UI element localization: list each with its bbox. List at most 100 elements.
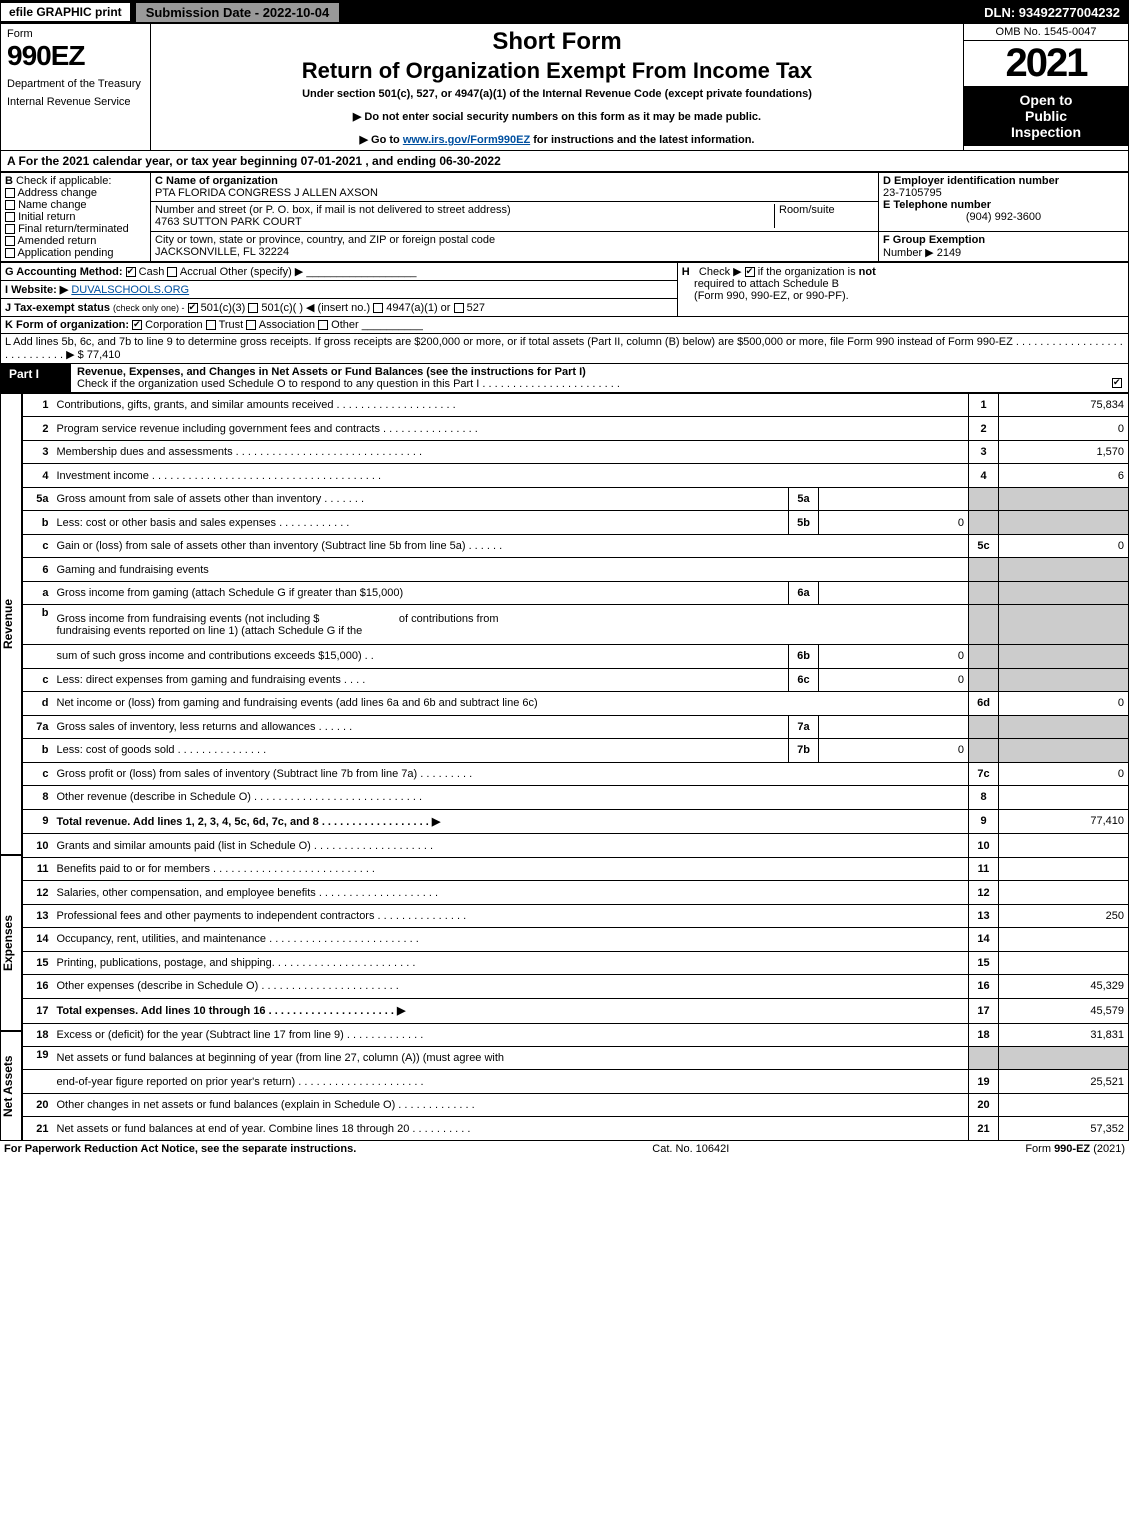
expenses-side: Expenses <box>0 855 22 1031</box>
k-assoc: Association <box>259 319 315 331</box>
open-line2: Public <box>968 108 1124 124</box>
l2-t: Program service revenue including govern… <box>53 417 969 440</box>
form-subtitle: Under section 501(c), 527, or 4947(a)(1)… <box>159 88 955 100</box>
l17-t: Total expenses. Add lines 10 through 16 … <box>53 998 969 1023</box>
l5b-t: Less: cost or other basis and sales expe… <box>53 511 789 534</box>
checkbox-amended[interactable] <box>5 236 15 246</box>
checkbox-501c3[interactable] <box>188 303 198 313</box>
efile-label[interactable]: efile GRAPHIC print <box>1 3 130 21</box>
checkbox-cash[interactable] <box>126 267 136 277</box>
l6b-rn-gray <box>969 605 999 645</box>
checkbox-other[interactable] <box>318 320 328 330</box>
header-right: OMB No. 1545-0047 2021 Open to Public In… <box>963 24 1128 150</box>
l4-v: 6 <box>999 464 1129 487</box>
l7b-n: b <box>23 739 53 762</box>
l6b-t3: fundraising events reported on line 1) (… <box>57 625 363 637</box>
footer-mid: Cat. No. 10642I <box>652 1143 729 1155</box>
l10-v <box>999 834 1129 857</box>
line-15: 15 Printing, publications, postage, and … <box>23 951 1129 974</box>
l5c-v: 0 <box>999 534 1129 557</box>
l6b-mv: 0 <box>819 645 969 668</box>
line-19b: end-of-year figure reported on prior yea… <box>23 1070 1129 1093</box>
l5b-rn <box>969 511 999 534</box>
l15-n: 15 <box>23 951 53 974</box>
l-text: L Add lines 5b, 6c, and 7b to line 9 to … <box>5 336 1123 361</box>
h-not: not <box>859 266 876 278</box>
l4-rn: 4 <box>969 464 999 487</box>
checkbox-527[interactable] <box>454 303 464 313</box>
f-label2: Number ▶ <box>883 247 934 259</box>
checkbox-trust[interactable] <box>206 320 216 330</box>
l6b-t4: sum of such gross income and contributio… <box>53 645 789 668</box>
line-4: 4 Investment income . . . . . . . . . . … <box>23 464 1129 487</box>
header-center: Short Form Return of Organization Exempt… <box>151 24 963 150</box>
lines-wrap: Revenue Expenses Net Assets 1 Contributi… <box>0 393 1129 1141</box>
l8-t: Other revenue (describe in Schedule O) .… <box>53 786 969 809</box>
initial-return: Initial return <box>18 211 75 223</box>
part1-title-wrap: Revenue, Expenses, and Changes in Net As… <box>71 364 1128 392</box>
row-k: K Form of organization: Corporation Trus… <box>1 317 1129 334</box>
l8-rn: 8 <box>969 786 999 809</box>
line-6a: a Gross income from gaming (attach Sched… <box>23 581 1129 604</box>
checkbox-4947[interactable] <box>373 303 383 313</box>
checkbox-assoc[interactable] <box>246 320 256 330</box>
app-pending: Application pending <box>17 247 113 259</box>
checkbox-schedo[interactable] <box>1112 378 1122 388</box>
l20-n: 20 <box>23 1093 53 1116</box>
website-link[interactable]: DUVALSCHOOLS.ORG <box>71 284 189 296</box>
line-1: 1 Contributions, gifts, grants, and simi… <box>23 394 1129 417</box>
line-3: 3 Membership dues and assessments . . . … <box>23 440 1129 463</box>
footer-left: For Paperwork Reduction Act Notice, see … <box>4 1143 356 1155</box>
checkbox-address[interactable] <box>5 188 15 198</box>
checkbox-corp[interactable] <box>132 320 142 330</box>
checkbox-pending[interactable] <box>5 248 15 258</box>
l13-v: 250 <box>999 904 1129 927</box>
l9-t: Total revenue. Add lines 1, 2, 3, 4, 5c,… <box>53 809 969 834</box>
l6d-rn: 6d <box>969 692 999 715</box>
irs-label: Internal Revenue Service <box>7 96 144 108</box>
l10-n: 10 <box>23 834 53 857</box>
l6-v <box>999 558 1129 581</box>
open-line1: Open to <box>968 92 1124 108</box>
other-specify: Other (specify) ▶ <box>220 266 304 278</box>
l5a-mv <box>819 487 969 510</box>
l7a-n: 7a <box>23 715 53 738</box>
l7a-t: Gross sales of inventory, less returns a… <box>53 715 789 738</box>
checkbox-final[interactable] <box>5 224 15 234</box>
l7a-mv <box>819 715 969 738</box>
part1-check: Check if the organization used Schedule … <box>77 378 620 390</box>
l12-v <box>999 881 1129 904</box>
line-12: 12 Salaries, other compensation, and emp… <box>23 881 1129 904</box>
checkbox-name[interactable] <box>5 200 15 210</box>
l5c-t: Gain or (loss) from sale of assets other… <box>53 534 969 557</box>
l7c-t: Gross profit or (loss) from sales of inv… <box>53 762 969 785</box>
row-j: J Tax-exempt status (check only one) - 5… <box>1 299 678 317</box>
h-text4: (Form 990, 990-EZ, or 990-PF). <box>694 290 849 302</box>
l1-rn: 1 <box>969 394 999 417</box>
b-label: B <box>5 175 13 187</box>
l6a-mid: 6a <box>789 581 819 604</box>
l21-rn: 21 <box>969 1117 999 1141</box>
top-bar: efile GRAPHIC print Submission Date - 20… <box>0 0 1129 24</box>
irs-link[interactable]: www.irs.gov/Form990EZ <box>403 134 530 146</box>
checkbox-accrual[interactable] <box>167 267 177 277</box>
row-g: G Accounting Method: Cash Accrual Other … <box>1 263 678 281</box>
l19-t1: Net assets or fund balances at beginning… <box>53 1046 969 1069</box>
l4-t: Investment income . . . . . . . . . . . … <box>53 464 969 487</box>
line-13: 13 Professional fees and other payments … <box>23 904 1129 927</box>
l11-v <box>999 857 1129 880</box>
l7c-v: 0 <box>999 762 1129 785</box>
l6a-rn <box>969 581 999 604</box>
checkbox-h[interactable] <box>745 267 755 277</box>
checkbox-initial[interactable] <box>5 212 15 222</box>
checkbox-501c[interactable] <box>248 303 258 313</box>
l19a-rn <box>969 1046 999 1069</box>
footer-right-bold: 990-EZ <box>1054 1143 1090 1155</box>
l19b-n <box>23 1070 53 1093</box>
l7b-mid: 7b <box>789 739 819 762</box>
l6b-t2: of contributions from <box>399 613 499 625</box>
note-goto-post: for instructions and the latest informat… <box>533 134 754 146</box>
l19-t2: end-of-year figure reported on prior yea… <box>53 1070 969 1093</box>
tax-year: 2021 <box>964 41 1128 86</box>
footer-right-post: (2021) <box>1093 1143 1125 1155</box>
